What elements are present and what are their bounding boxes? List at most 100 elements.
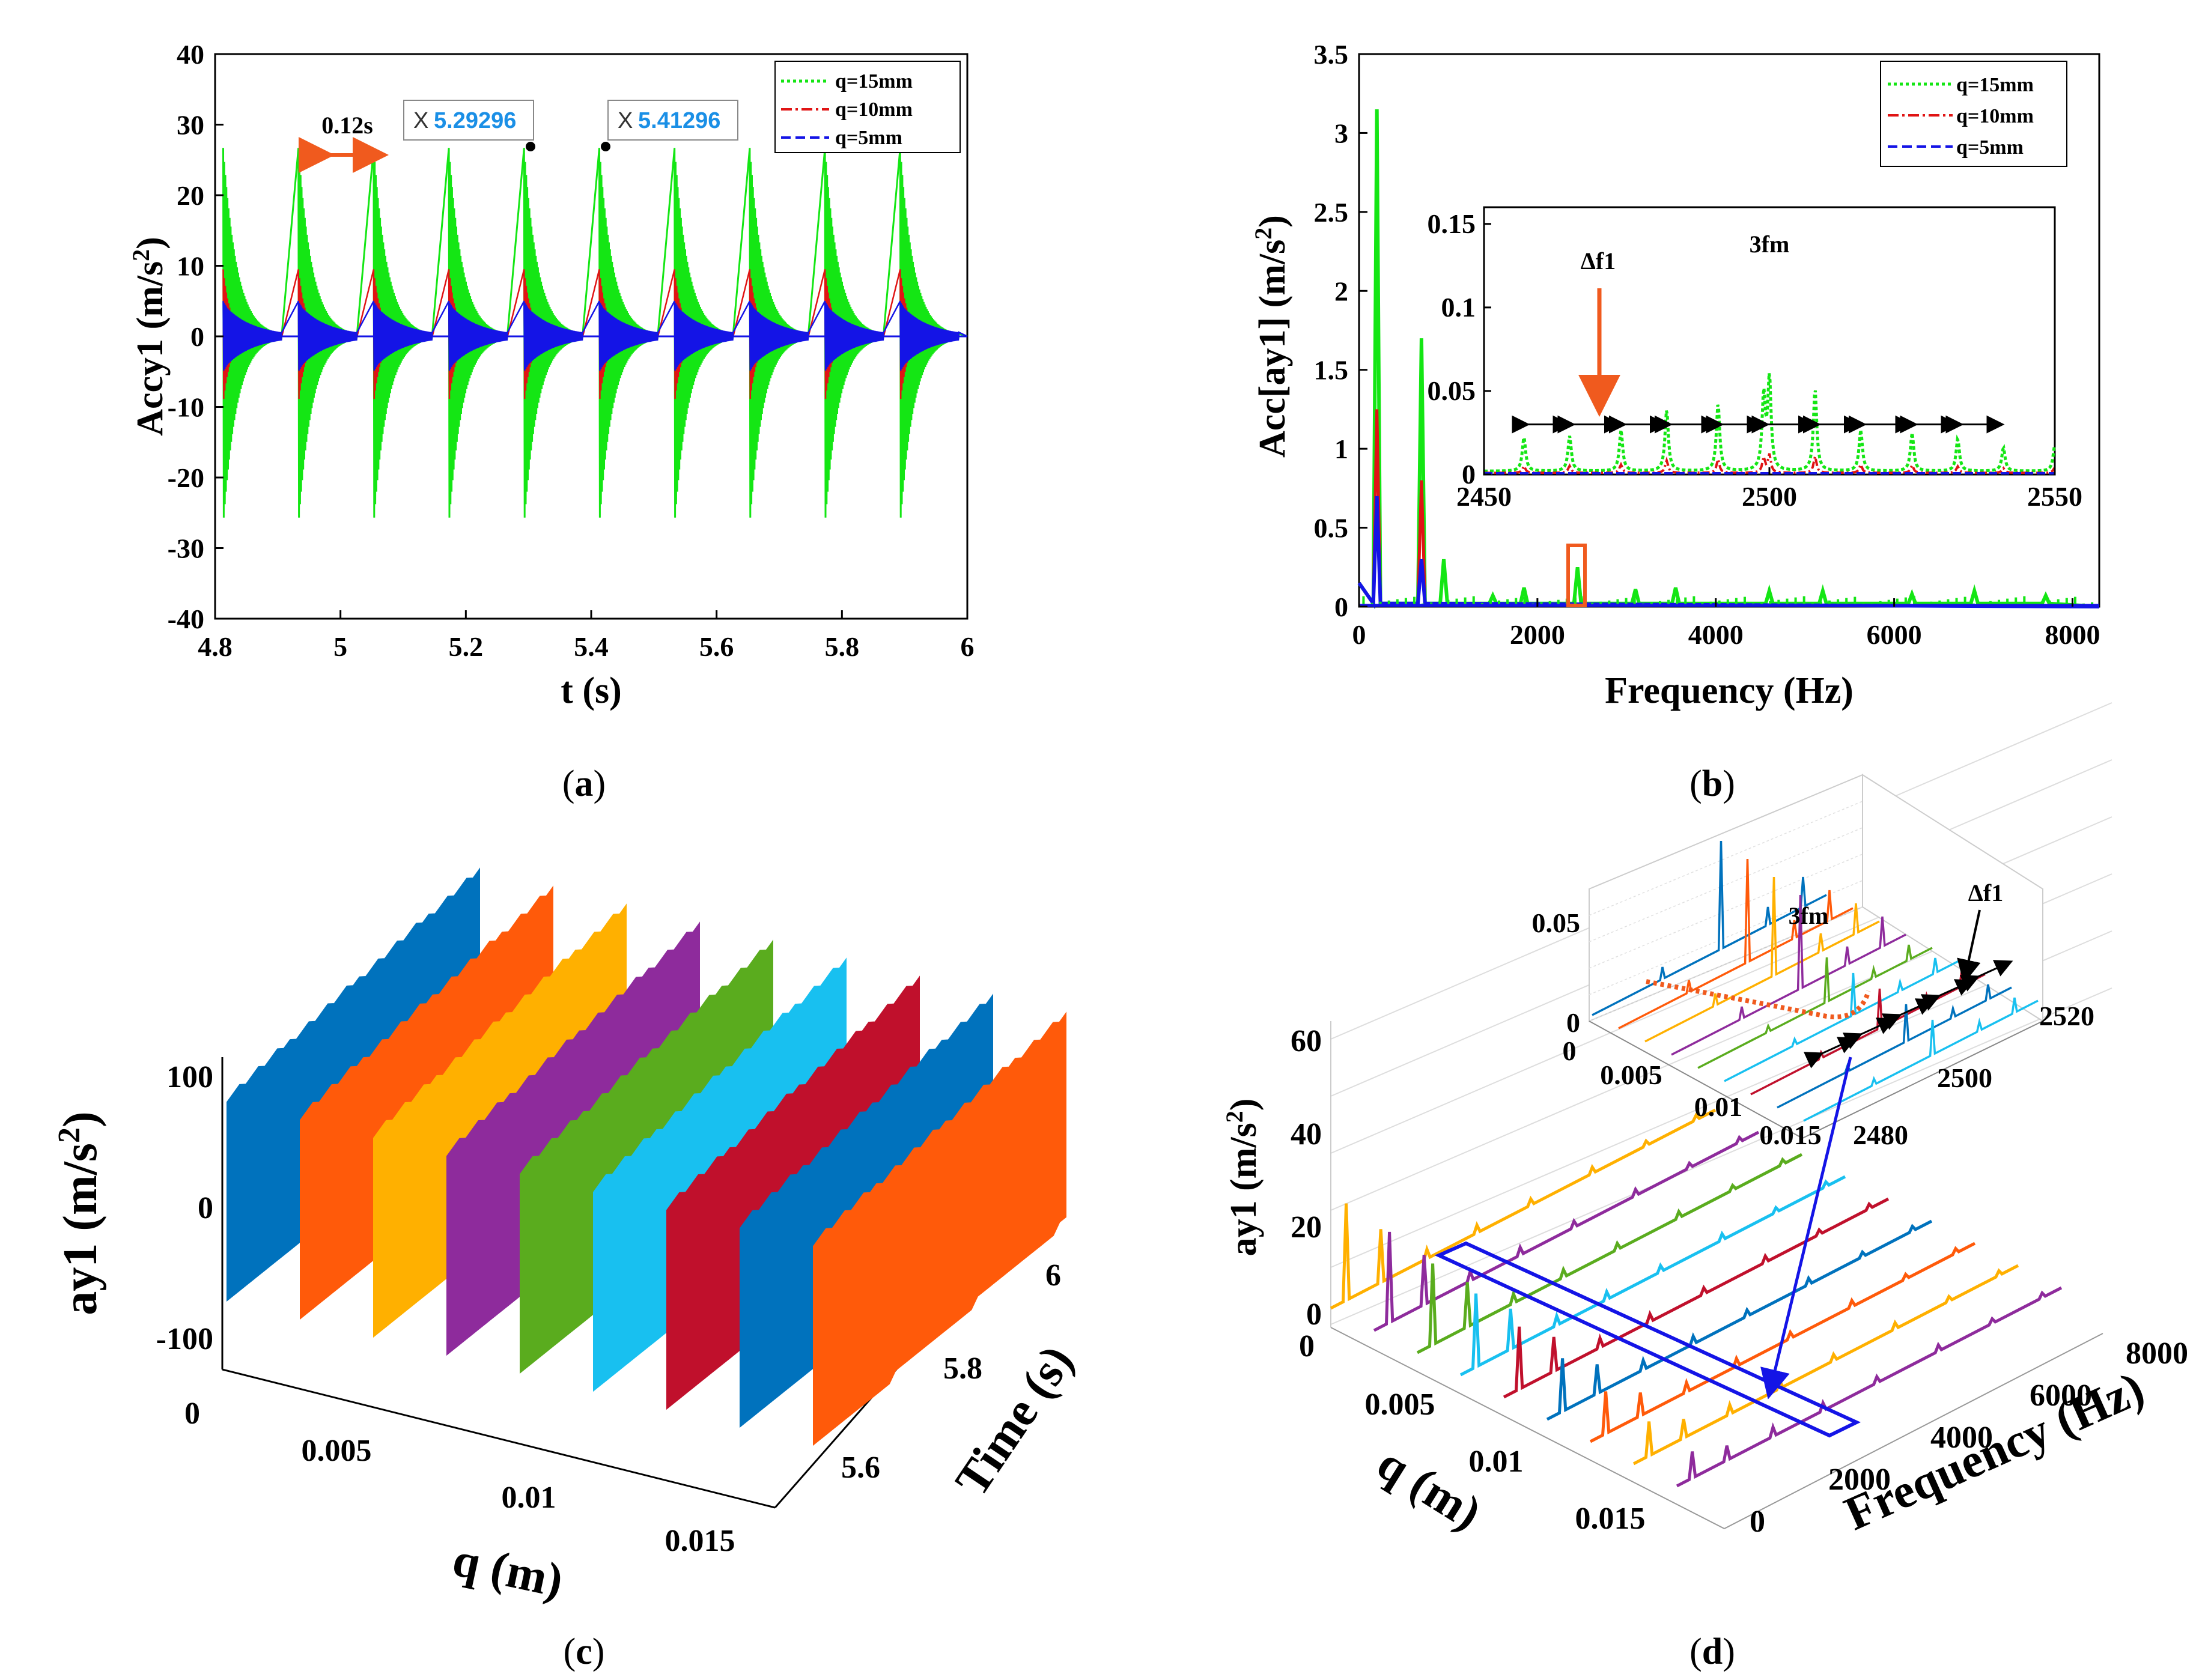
d-qtick-0: 0: [1299, 1329, 1315, 1363]
d-inset-3fm: 3fm: [1789, 902, 1829, 929]
d-ftick-4000: 4000: [1930, 1421, 1993, 1455]
d-f-axis: [1724, 1333, 2103, 1529]
chart-a-xlabel: t (s): [561, 670, 622, 711]
bi-xtick: 2550: [2027, 481, 2082, 512]
chart-d-inset: 0.05 0 0 0.005 0.01 0.015 2480 2500 2520…: [1532, 774, 2094, 1150]
b-ytick: 0.5: [1314, 513, 1349, 544]
d-inset-ftick-2480: 2480: [1853, 1120, 1908, 1150]
c-ttick-56: 5.6: [841, 1451, 880, 1485]
chart-b: 0 2000 4000 6000 8000 3.5 3 2.5 2 1.5 1 0.5 0 Freque…: [1250, 39, 2100, 711]
d-inset-f-axis: [1802, 1020, 2043, 1139]
c-ttick-58: 5.8: [943, 1351, 982, 1386]
bi-ytick: 0.15: [1428, 208, 1476, 239]
datatip-1-x: X: [413, 108, 428, 133]
chart-c-xlabel: q (m): [448, 1533, 568, 1607]
chart-c: 100 0 -100 0 0.005 0.01 0.015 5.6 5.8 6 …: [52, 867, 1083, 1608]
bi-ytick: 0: [1462, 459, 1476, 490]
b-ytick: 2: [1334, 276, 1348, 306]
d-spectrum-1: [1330, 1108, 1717, 1310]
c-qtick-015: 0.015: [665, 1524, 735, 1558]
b-xtick: 0: [1352, 619, 1366, 650]
d-inset-trend-curve: [1646, 979, 1871, 1020]
d-ytick-40: 40: [1291, 1117, 1322, 1151]
datatip-2-x: X: [618, 108, 633, 133]
a-ytick: -40: [168, 604, 204, 634]
b-xtick: 8000: [2045, 619, 2100, 650]
b-xtick: 2000: [1510, 619, 1565, 650]
d-ytick-60: 60: [1291, 1024, 1322, 1058]
c-ytick-0: 0: [198, 1191, 213, 1225]
d-inset-ytick-0: 0: [1566, 1007, 1580, 1038]
chart-a-legend: q=15mm q=10mm q=5mm: [774, 61, 961, 153]
datatip-2-value: 5.41296: [638, 108, 720, 133]
d-inset-spectrum-5: [1697, 944, 1933, 1069]
inset-b-df1: Δf1: [1581, 247, 1616, 274]
datatip-1-value: 5.29296: [434, 108, 516, 133]
d-spectrum-8: [1632, 1264, 2019, 1466]
d-inset-spectrum-3: [1644, 876, 1880, 1043]
a-xtick: 5.4: [574, 631, 609, 662]
bi-xtick: 2450: [1456, 481, 1512, 512]
d-ytick-20: 20: [1291, 1210, 1322, 1245]
chart-b-inset: 2450 2500 2550 0.15 0.1 0.05 0 Δf1 3fm: [1428, 206, 2083, 512]
b-ytick: 2.5: [1314, 197, 1349, 228]
d-spectrum-3: [1416, 1153, 1803, 1354]
datatip-2-marker: [601, 142, 610, 151]
chart-c-ticks: 100 0 -100 0 0.005 0.01 0.015 5.6 5.8 6: [156, 1060, 1061, 1558]
d-ytick-0: 0: [1306, 1297, 1322, 1332]
chart-d-spectra: [1330, 1108, 2063, 1488]
chart-c-qaxis: [222, 1368, 776, 1509]
a-series-q=5mm: [222, 300, 968, 371]
b-xtick: 4000: [1688, 619, 1744, 650]
chart-b-ticks: 0 2000 4000 6000 8000 3.5 3 2.5 2 1.5 1 0.5 0: [1314, 39, 2100, 650]
d-spectrum-9: [1676, 1286, 2063, 1488]
chart-b-spectrum: [1357, 109, 2100, 610]
b-ytick: 0: [1334, 592, 1348, 622]
d-inset-spectrum-9: [1803, 997, 2039, 1122]
d-ftick-2000: 2000: [1828, 1463, 1891, 1497]
d-inset-spacing-arrow: [1803, 1037, 1857, 1069]
panel-label-a: (a): [562, 763, 606, 804]
chart-c-ylabel: ay1 (m/s2): [52, 1111, 107, 1315]
b-ytick: 3: [1334, 118, 1348, 148]
a-ytick: 40: [177, 39, 204, 70]
a-ytick: 30: [177, 110, 204, 141]
a-series-q=15mm: [222, 148, 968, 518]
zoom-box: [1566, 544, 1587, 607]
a-xtick: 6: [961, 631, 975, 662]
legend-a-q15: q=15mm: [835, 70, 913, 92]
legend-a-q10: q=10mm: [835, 99, 913, 121]
d-inset-qtick-01: 0.01: [1694, 1091, 1743, 1122]
bi-ytick: 0.05: [1428, 375, 1476, 406]
inset-b-spectrum: [1484, 373, 2056, 475]
c-ttick-6: 6: [1045, 1258, 1061, 1293]
d-inset-qtick-015: 0.015: [1759, 1120, 1822, 1150]
d-inset-spectrum-1: [1592, 840, 1827, 1016]
a-xtick: 5: [333, 631, 347, 662]
a-ytick: -10: [168, 392, 204, 423]
c-qtick-005: 0.005: [302, 1434, 372, 1468]
a-xtick: 5.2: [449, 631, 484, 662]
a-xtick: 4.8: [198, 631, 233, 662]
chart-b-ylabel: Acc[ay1] (m/s2): [1250, 215, 1293, 458]
b-ytick: 3.5: [1314, 39, 1349, 70]
c-ytick-m100: -100: [156, 1322, 213, 1356]
d-inset-qtick-005: 0.005: [1600, 1060, 1662, 1090]
datatip-2: [607, 100, 738, 141]
period-label: 0.12s: [321, 112, 373, 139]
inset-b-ticks: 2450 2500 2550 0.15 0.1 0.05 0: [1428, 208, 2083, 512]
chart-a-ylabel: Accy1 (m/s2): [127, 237, 171, 436]
panel-label-b: (b): [1689, 763, 1735, 804]
d-inset-spectrum-2: [1618, 858, 1854, 1030]
d-inset-ytick-005: 0.05: [1532, 908, 1581, 938]
b-ytick: 1.5: [1314, 355, 1349, 386]
bi-series-q10: [1484, 452, 2056, 475]
d-inset-gridline: [1589, 801, 1863, 916]
bi-xtick: 2500: [1742, 481, 1797, 512]
d-inset-gridline: [1589, 827, 1863, 942]
b-xtick: 6000: [1867, 619, 1922, 650]
d-spectrum-7: [1589, 1242, 1976, 1443]
bi-series-q15: [1484, 373, 2056, 473]
b-ytick: 1: [1334, 434, 1348, 464]
